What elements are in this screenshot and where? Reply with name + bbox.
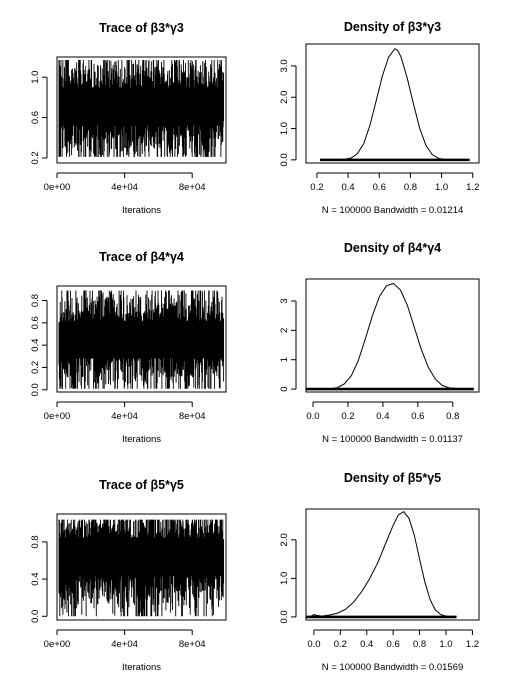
chart-panel-3: Trace of β4*γ4 Iterations 0e+00 4e+04 8e+04 0… [30,250,227,445]
chart-panel-5: Trace of β5*γ5 Iterations 0e+00 4e+04 8e+04 0… [30,478,227,673]
x-tick-label: 8e+04 [179,182,206,193]
chart-panel-4: Density of β4*γ4 N = 100000 Bandwidth = 0… [279,241,480,445]
x-axis-label: Iterations [122,434,161,445]
x-axis-label: Iterations [122,205,161,216]
y-tick-label: 1.0 [279,572,290,585]
chart-panel-2: Density of β3*γ3 N = 100000 Bandwidth = 0… [279,20,480,216]
chart-title: Density of β4*γ4 [344,241,441,255]
plot-frame [56,56,227,164]
chart-title: Trace of β5*γ5 [99,478,184,492]
plot-frame [305,508,480,621]
x-tick-label: 0.4 [341,182,354,193]
y-tick-label: 0.0 [30,610,41,623]
x-tick-label: 0.2 [334,639,347,650]
x-tick-label: 0e+00 [44,411,71,422]
x-axis-label: N = 100000 Bandwidth = 0.01569 [322,662,464,673]
x-tick-label: 0.0 [307,639,320,650]
x-tick-label: 1.0 [439,639,452,650]
y-tick-label: 2 [279,328,290,333]
x-tick-label: 0.6 [387,639,400,650]
y-tick-label: 0.6 [30,111,41,124]
y-tick-label: 0.8 [30,535,41,548]
y-tick-label: 3.0 [279,59,290,72]
y-tick-label: 0.0 [279,153,290,166]
y-tick-label: 3 [279,298,290,303]
chart-title: Trace of β3*γ3 [99,21,184,35]
x-tick-label: 0.8 [404,182,417,193]
density-curve [312,282,471,390]
x-axis-label: N = 100000 Bandwidth = 0.01137 [322,434,463,445]
x-tick-label: 4e+04 [111,639,138,650]
density-curve [311,511,454,618]
y-tick-label: 0.4 [30,339,41,352]
x-tick-label: 1.2 [466,639,479,650]
x-tick-label: 8e+04 [179,639,206,650]
y-tick-label: 0.2 [30,151,41,164]
chart-title: Density of β3*γ3 [344,20,441,34]
y-tick-label: 0.8 [30,294,41,307]
x-tick-label: 0.8 [446,411,459,422]
x-tick-label: 4e+04 [111,411,138,422]
x-tick-label: 0e+00 [44,182,71,193]
x-tick-label: 1.0 [435,182,448,193]
chart-panel-1: Trace of β3*γ3 Iterations 0e+00 4e+04 8e+04 0… [30,21,227,216]
x-tick-label: 0.2 [310,182,323,193]
x-tick-label: 4e+04 [111,182,138,193]
x-tick-label: 0.0 [306,411,319,422]
x-tick-label: 0.6 [411,411,424,422]
x-tick-label: 0e+00 [44,639,71,650]
chart-title: Trace of β4*γ4 [99,250,184,264]
y-tick-label: 0.0 [279,610,290,623]
x-tick-label: 0.2 [341,411,354,422]
trace-core [61,537,222,577]
y-tick-label: 2.0 [279,91,290,104]
x-tick-label: 0.4 [360,639,373,650]
y-tick-label: 0 [279,386,290,391]
x-tick-label: 1.2 [466,182,479,193]
trace-core [61,87,222,126]
y-tick-label: 1 [279,357,290,362]
y-tick-label: 0.4 [30,572,41,585]
y-tick-label: 2.0 [279,533,290,546]
x-tick-label: 0.6 [373,182,386,193]
x-axis-label: Iterations [122,662,161,673]
y-tick-label: 1.0 [30,71,41,84]
plot-frame [305,43,480,164]
chart-panel-6: Density of β5*γ5 N = 100000 Bandwidth = 0… [279,471,480,673]
y-tick-label: 0.2 [30,361,41,374]
density-curve [326,48,467,161]
x-tick-label: 0.4 [376,411,389,422]
y-tick-label: 0.0 [30,383,41,396]
chart-title: Density of β5*γ5 [344,471,441,485]
trace-core [61,320,222,359]
x-tick-label: 0.8 [413,639,426,650]
plot-frame [56,513,227,621]
y-tick-label: 0.6 [30,316,41,329]
plot-frame [56,285,227,393]
x-tick-label: 8e+04 [179,411,206,422]
plot-frame [305,278,480,393]
y-tick-label: 1.0 [279,122,290,135]
x-axis-label: N = 100000 Bandwidth = 0.01214 [322,205,464,216]
